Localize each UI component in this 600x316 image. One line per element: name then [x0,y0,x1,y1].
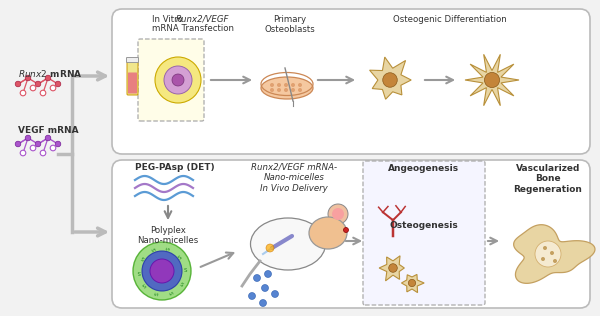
Ellipse shape [309,217,347,249]
Text: S: S [166,247,172,252]
Circle shape [45,135,51,141]
Circle shape [262,284,269,291]
Text: S: S [166,290,172,295]
Circle shape [277,88,281,92]
Circle shape [15,81,21,87]
Circle shape [328,204,348,224]
Text: Angeogenesis: Angeogenesis [388,164,460,173]
Circle shape [550,251,554,255]
Polygon shape [465,54,519,106]
Text: S: S [140,282,146,288]
Text: mRNA Transfection: mRNA Transfection [152,24,234,33]
Text: VEGF mRNA: VEGF mRNA [18,126,79,135]
Circle shape [55,81,61,87]
Circle shape [40,150,46,156]
Circle shape [35,141,41,147]
Circle shape [541,257,545,261]
Circle shape [45,75,51,81]
Circle shape [30,145,36,151]
Ellipse shape [261,77,313,99]
FancyBboxPatch shape [138,39,204,121]
Circle shape [172,74,184,86]
Circle shape [270,88,274,92]
Text: S: S [178,282,184,288]
FancyBboxPatch shape [112,9,590,154]
Circle shape [266,244,274,252]
FancyBboxPatch shape [128,72,137,94]
Circle shape [409,279,416,287]
Circle shape [20,90,26,96]
Circle shape [50,85,56,91]
Text: Runx2/VEGF: Runx2/VEGF [176,15,229,24]
Text: S: S [183,269,187,274]
Circle shape [35,81,41,87]
Circle shape [284,83,288,87]
Text: Polyplex
Nano-micelles: Polyplex Nano-micelles [137,226,199,246]
Text: S: S [178,254,184,260]
Polygon shape [401,274,424,293]
FancyBboxPatch shape [127,58,139,63]
Text: Osteogenic Differentiation: Osteogenic Differentiation [393,15,507,24]
Circle shape [150,259,174,283]
Text: In Vitro: In Vitro [152,15,185,24]
Text: PEG-PAsp (DET): PEG-PAsp (DET) [135,163,215,172]
Text: Vascularized
Bone
Regeneration: Vascularized Bone Regeneration [514,164,583,194]
Text: S: S [152,290,158,295]
Circle shape [332,208,344,220]
Circle shape [535,241,561,267]
Circle shape [50,145,56,151]
Text: Osteogenesis: Osteogenesis [389,221,458,230]
Circle shape [284,88,288,92]
Circle shape [25,135,31,141]
Circle shape [543,246,547,250]
Circle shape [270,83,274,87]
Circle shape [383,73,397,87]
Polygon shape [370,57,411,99]
Circle shape [155,57,201,103]
Text: $\mathit{Runx2}$ mRNA: $\mathit{Runx2}$ mRNA [18,68,83,79]
Circle shape [20,150,26,156]
Circle shape [291,88,295,92]
Circle shape [343,228,349,233]
Circle shape [265,270,271,277]
Circle shape [277,83,281,87]
Text: S: S [140,254,146,260]
Circle shape [15,141,21,147]
Polygon shape [379,256,404,281]
Text: Runx2/VEGF mRNA-
Nano-micelles
In Vivo Delivery: Runx2/VEGF mRNA- Nano-micelles In Vivo D… [251,163,337,193]
Circle shape [164,66,192,94]
Circle shape [30,85,36,91]
Circle shape [55,141,61,147]
Text: S: S [152,247,158,252]
Circle shape [40,90,46,96]
Circle shape [133,242,191,300]
Polygon shape [514,225,595,283]
Circle shape [298,88,302,92]
Circle shape [291,83,295,87]
FancyBboxPatch shape [112,160,590,308]
Circle shape [142,251,182,291]
Circle shape [271,290,278,297]
Circle shape [298,83,302,87]
Circle shape [389,264,397,272]
Circle shape [254,275,260,282]
Circle shape [553,259,557,263]
Circle shape [248,293,256,300]
Circle shape [25,75,31,81]
FancyBboxPatch shape [127,61,138,95]
Circle shape [484,72,500,88]
Ellipse shape [251,218,325,270]
FancyBboxPatch shape [363,161,485,305]
Circle shape [260,300,266,307]
Text: Primary
Osteoblasts: Primary Osteoblasts [265,15,316,34]
Text: S: S [137,269,141,274]
